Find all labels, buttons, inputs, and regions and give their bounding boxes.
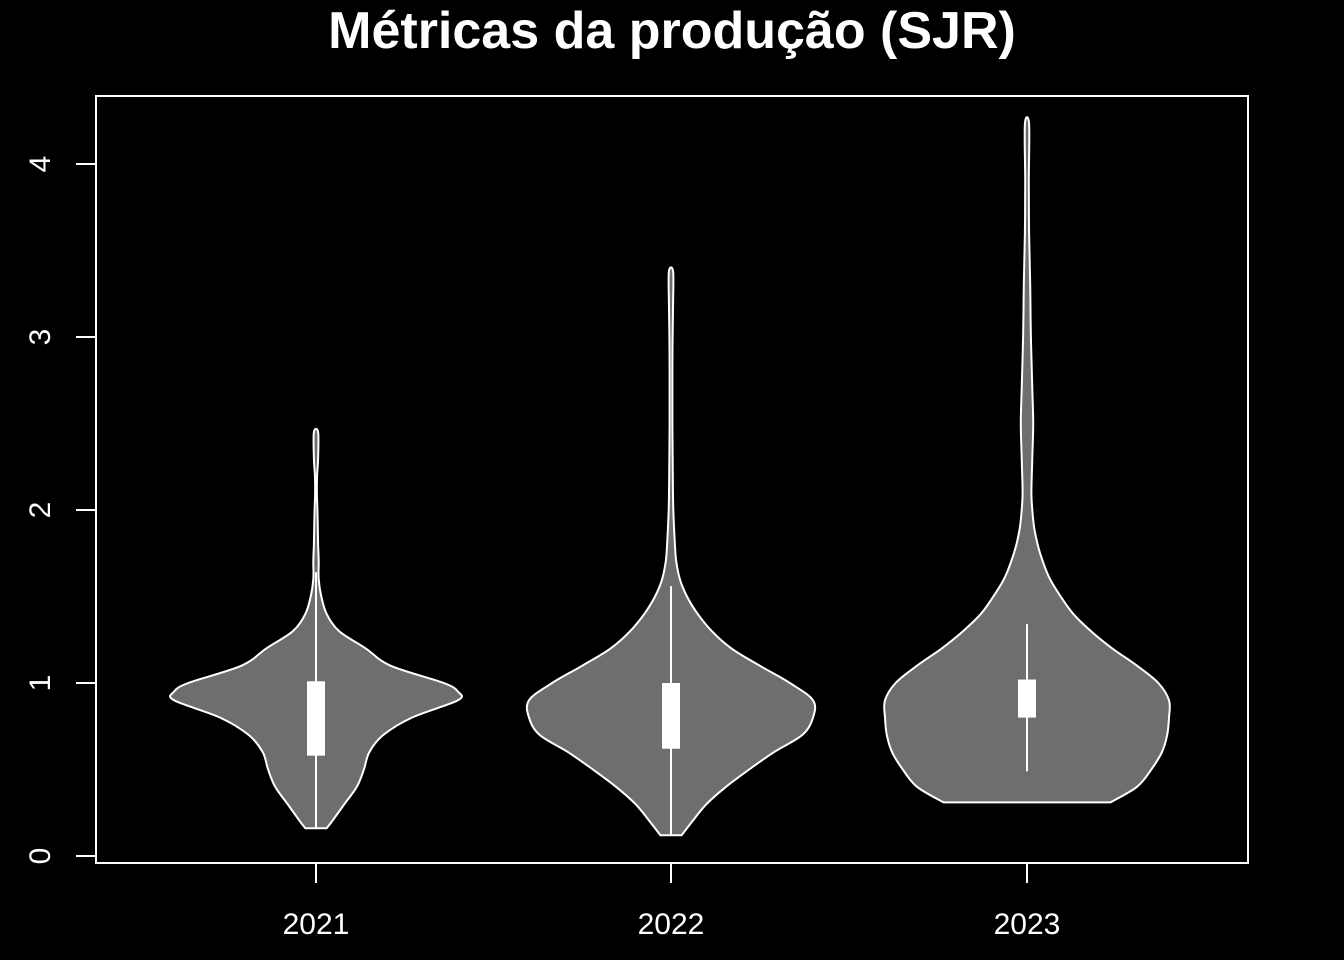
y-tick-label-1: 1 <box>24 675 57 692</box>
iqr-box-2022 <box>662 683 680 749</box>
x-tick-label-2021: 2021 <box>283 908 350 941</box>
x-tick-label-2022: 2022 <box>638 908 705 941</box>
iqr-box-2021 <box>307 681 325 756</box>
chart-title: Métricas da produção (SJR) <box>328 2 1016 60</box>
x-tick-label-2023: 2023 <box>994 908 1061 941</box>
y-tick-label-3: 3 <box>24 329 57 346</box>
y-tick-label-4: 4 <box>24 156 57 173</box>
y-tick-label-0: 0 <box>24 848 57 865</box>
y-tick-label-2: 2 <box>24 502 57 519</box>
violin-2023 <box>883 116 1171 804</box>
iqr-box-2023 <box>1018 679 1036 718</box>
violin-2022 <box>525 266 817 837</box>
